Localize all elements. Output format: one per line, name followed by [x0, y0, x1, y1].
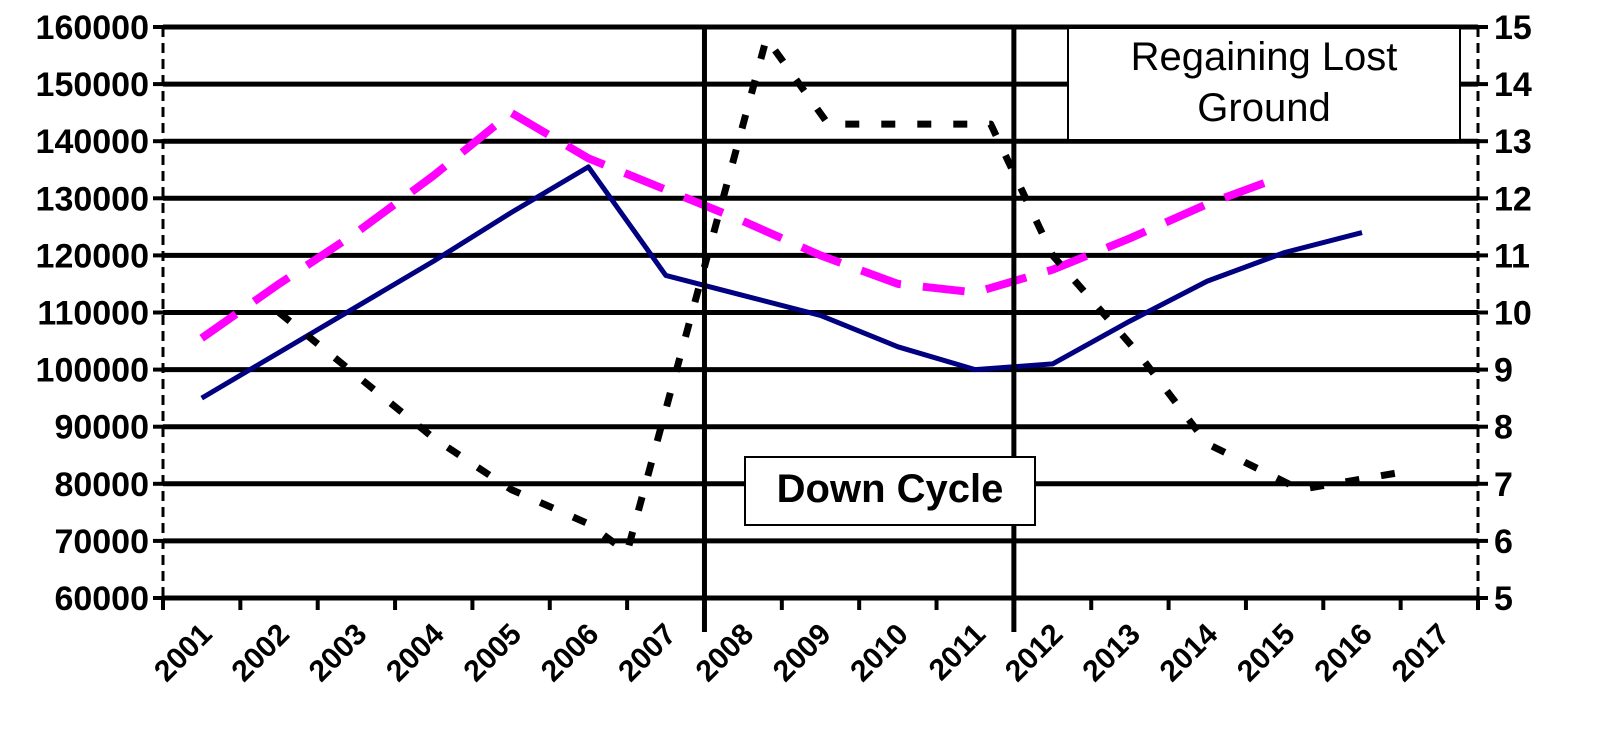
y-right-tick-label: 9 — [1494, 352, 1513, 390]
y-left-tick-label: 160000 — [36, 9, 149, 47]
annotation-regaining: Regaining Lost Ground — [1067, 27, 1461, 141]
y-left-tick-label: 150000 — [36, 66, 149, 104]
y-left-tick-label: 100000 — [36, 352, 149, 390]
y-left-tick-label: 80000 — [54, 466, 149, 504]
y-left-tick-label: 60000 — [54, 580, 149, 618]
y-left-tick-label: 70000 — [54, 523, 149, 561]
annotation-down-cycle-box — [744, 456, 1036, 526]
cycle-markers — [701, 27, 1017, 632]
y-left-tick-label: 130000 — [36, 180, 149, 218]
series-line-dashed — [199, 108, 1286, 342]
series-layer — [199, 34, 1402, 556]
annotation-down-cycle: Down Cycle — [744, 456, 1036, 526]
annotation-regaining-box — [1067, 27, 1461, 141]
y-right-tick-label: 10 — [1494, 295, 1532, 333]
y-right-tick-label: 15 — [1494, 9, 1532, 47]
annotation-regaining-line-1: Regaining Lost — [1131, 35, 1398, 79]
annotation-regaining-line-2: Ground — [1197, 86, 1330, 130]
y-right-tick-label: 11 — [1494, 237, 1530, 275]
y-right-tick-label: 12 — [1494, 180, 1532, 218]
annotation-down-cycle-text: Down Cycle — [777, 467, 1004, 511]
y-right-tick-label: 14 — [1494, 66, 1532, 104]
y-left-tick-label: 140000 — [36, 123, 149, 161]
y-left-tick-label: 90000 — [54, 409, 149, 447]
y-right-tick-label: 7 — [1494, 466, 1513, 504]
y-left-tick-label: 120000 — [36, 237, 149, 275]
series-line-solid — [200, 164, 1363, 401]
y-left-tick-label: 110000 — [37, 295, 149, 333]
y-right-tick-label: 5 — [1494, 580, 1513, 618]
y-right-tick-label: 8 — [1494, 409, 1513, 447]
y-right-tick-label: 13 — [1494, 123, 1532, 161]
y-right-tick-label: 6 — [1494, 523, 1513, 561]
